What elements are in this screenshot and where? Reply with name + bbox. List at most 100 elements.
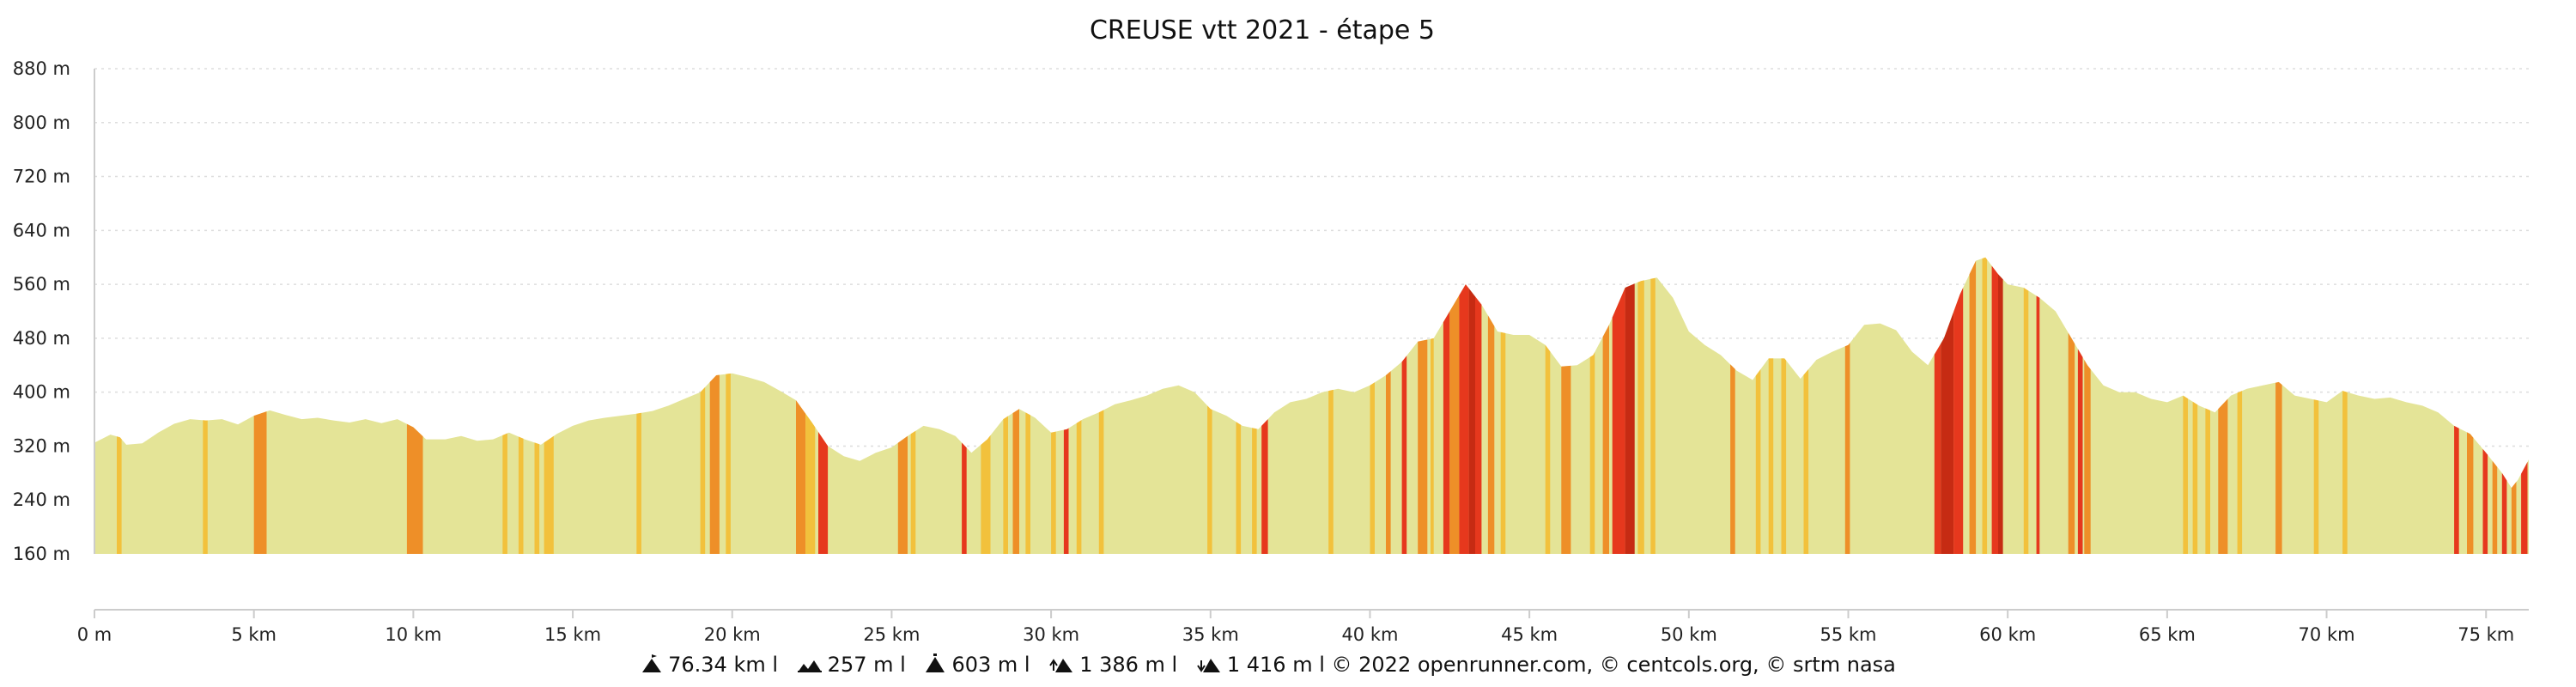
slope-segment-steep [2467,432,2474,554]
slope-segment-moderate [1236,422,1242,554]
slope-segment-moderate [518,436,524,554]
ascent-icon [1048,654,1074,679]
slope-segment-moderate [1431,337,1434,554]
slope-segment-extreme [1941,312,1954,554]
slope-segment-very_steep [2454,425,2459,554]
slope-segment-moderate [1637,280,1644,554]
max-elevation-icon [924,654,946,679]
slope-segment-very_steep [2521,461,2528,554]
slope-segment-moderate [1803,369,1809,554]
slope-segment-moderate [534,442,540,554]
slope-segment-steep [897,435,908,554]
slope-segment-steep [1487,315,1495,554]
slope-segment-moderate [981,435,991,554]
slope-segment-moderate [726,373,731,554]
slope-segment-moderate [502,433,507,554]
x-tick-label: 10 km [385,624,441,645]
x-tick-label: 0 m [77,624,112,645]
x-tick-label: 75 km [2458,624,2514,645]
slope-segment-moderate [910,430,916,554]
slope-segment-moderate [1328,389,1334,554]
elevation-chart: 160 m 240 m 320 m 400 m 480 m 560 m 640 m 720 m… [13,58,2529,645]
y-tick-label: 800 m [13,112,70,133]
slope-segment-moderate [805,413,816,554]
x-tick-label: 20 km [704,624,761,645]
slope-segment-moderate [2237,391,2243,554]
stat-ascent: 1 386 m l [1079,653,1178,677]
slope-segment-steep [796,400,806,554]
elevation-area [94,257,2529,554]
slope-segment-very_steep [818,432,829,554]
slope-segment-moderate [117,436,122,554]
slope-segment-moderate [544,435,554,554]
slope-segment-steep [1012,409,1019,554]
slope-segment-very_steep [1991,265,1998,554]
slope-segment-very_steep [2482,448,2488,554]
y-axis-labels: 160 m 240 m 320 m 400 m 480 m 560 m 640 m 720 m… [13,58,70,564]
slope-segment-steep [1602,325,1609,554]
slope-segment-moderate [1207,405,1212,554]
slope-segment-very_steep [1459,284,1469,554]
stat-distance: 76.34 km l [668,653,779,677]
y-tick-label: 640 m [13,220,70,240]
slope-segment-moderate [203,420,208,554]
x-tick-label: 60 km [1979,624,2036,645]
slope-segment-extreme [1468,288,1475,554]
x-tick-label: 35 km [1182,624,1239,645]
slope-segment-steep [709,374,720,554]
axes [94,69,2529,611]
x-tick-label: 40 km [1341,624,1398,645]
x-tick-label: 5 km [231,624,276,645]
slope-segment-moderate [2342,391,2348,554]
slope-segment-moderate [2183,395,2188,554]
x-tick-label: 15 km [544,624,601,645]
slope-segment-steep [1386,371,1391,554]
slope-segment-moderate [1768,358,1774,554]
distance-icon [641,654,663,679]
slope-segment-very_steep [1443,311,1450,554]
y-tick-label: 240 m [13,489,70,510]
x-tick-label: 55 km [1820,624,1876,645]
slope-segment-moderate [1755,369,1761,554]
slope-segment-moderate [1982,257,1988,554]
min-elevation-icon [797,654,823,679]
slope-segment-moderate [1003,416,1008,554]
slope-segment-very_steep [962,442,967,554]
elevation-profile-area [94,257,2529,554]
slope-segment-very_steep [1401,356,1407,554]
slope-segment-moderate [1545,344,1551,554]
slope-segment-very_steep [1953,288,1964,554]
slope-segment-very_steep [1063,428,1069,554]
slope-segment-very_steep [1612,288,1625,554]
slope-segment-steep [2275,381,2282,554]
chart-title: CREUSE vtt 2021 - étape 5 [1089,15,1436,46]
slope-segment-moderate [1370,382,1375,554]
slope-segment-very_steep [2501,472,2507,554]
stat-max-elevation: 603 m l [951,653,1030,677]
slope-segment-moderate [636,412,641,554]
x-axis-labels: 0 m 5 km 10 km 15 km 20 km 25 km 30 km 35 km 40 … [77,610,2514,645]
slope-segment-steep [2068,332,2075,554]
x-tick-label: 30 km [1023,624,1079,645]
descent-icon [1196,654,1222,679]
slope-segment-steep [406,423,423,554]
x-tick-label: 50 km [1661,624,1717,645]
slope-segment-moderate [2313,399,2319,554]
slope-segment-steep [1844,343,1850,554]
stat-descent-credits: 1 416 m l © 2022 openrunner.com, © centc… [1226,653,1896,677]
slope-segment-moderate [1781,358,1787,554]
slope-segment-steep [1418,339,1428,554]
x-tick-label: 70 km [2299,624,2355,645]
y-tick-label: 160 m [13,544,70,564]
slope-segment-steep [1449,295,1460,554]
slope-segment-steep [2084,360,2091,554]
stat-min-elevation: 257 m l [827,653,906,677]
slope-segment-steep [1561,365,1571,554]
slope-segment-steep [2218,398,2228,554]
x-tick-label: 45 km [1501,624,1558,645]
slope-segment-steep [253,411,267,554]
slope-segment-very_steep [2077,349,2083,554]
slope-segment-moderate [2205,408,2210,554]
slope-segment-moderate [2023,288,2029,554]
slope-segment-very_steep [1934,344,1941,554]
